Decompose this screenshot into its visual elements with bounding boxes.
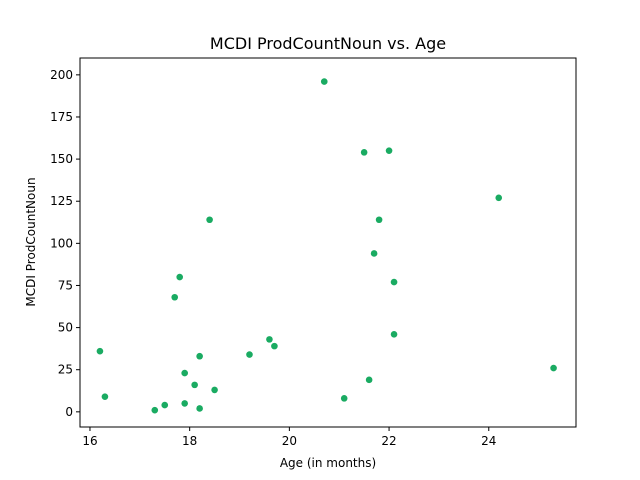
x-axis-label: Age (in months) bbox=[280, 456, 376, 470]
plot-area bbox=[79, 57, 577, 428]
x-tick-label: 16 bbox=[82, 434, 97, 448]
data-point bbox=[246, 351, 253, 358]
data-point bbox=[271, 342, 278, 350]
data-point bbox=[385, 147, 393, 154]
data-point bbox=[365, 376, 373, 384]
y-tick-label: 50 bbox=[58, 321, 73, 335]
data-point bbox=[495, 194, 503, 202]
axes-frame bbox=[79, 57, 577, 428]
data-point bbox=[191, 381, 198, 389]
data-point bbox=[196, 352, 203, 360]
data-point bbox=[550, 364, 557, 372]
x-tick-label: 20 bbox=[282, 434, 297, 448]
data-point bbox=[176, 273, 183, 281]
y-tick-label: 0 bbox=[65, 405, 73, 419]
data-point bbox=[196, 405, 203, 412]
data-point bbox=[340, 395, 348, 402]
chart-title: MCDI ProdCountNoun vs. Age bbox=[210, 34, 446, 53]
data-point bbox=[390, 331, 398, 338]
x-tick-label: 24 bbox=[481, 434, 496, 448]
x-tick-label: 18 bbox=[182, 434, 197, 448]
x-tick-label: 22 bbox=[381, 434, 396, 448]
data-point bbox=[181, 369, 188, 377]
y-axis-label: MCDI ProdCountNoun bbox=[24, 177, 38, 306]
data-point bbox=[266, 336, 273, 343]
y-tick-label: 125 bbox=[50, 194, 73, 208]
y-tick-label: 200 bbox=[50, 68, 73, 82]
y-axis-ticks: 0 25 50 75 100 125 150 175 200 bbox=[50, 68, 80, 419]
data-point bbox=[390, 278, 398, 286]
data-points bbox=[96, 78, 557, 414]
data-point bbox=[101, 393, 109, 400]
y-tick-label: 25 bbox=[58, 363, 73, 377]
y-tick-label: 175 bbox=[50, 110, 73, 124]
data-point bbox=[151, 406, 159, 414]
y-tick-label: 100 bbox=[50, 236, 73, 250]
data-point bbox=[96, 347, 104, 355]
data-point bbox=[370, 250, 378, 257]
y-tick-label: 75 bbox=[58, 278, 73, 292]
y-tick-label: 150 bbox=[50, 152, 73, 166]
data-point bbox=[161, 401, 169, 409]
data-point bbox=[171, 293, 179, 301]
data-point bbox=[320, 78, 328, 85]
data-point bbox=[181, 400, 188, 407]
data-point bbox=[206, 216, 213, 224]
data-point bbox=[211, 386, 218, 394]
data-point bbox=[375, 216, 383, 224]
data-point bbox=[360, 149, 368, 156]
x-axis-ticks: 16 18 20 22 24 bbox=[82, 427, 496, 448]
